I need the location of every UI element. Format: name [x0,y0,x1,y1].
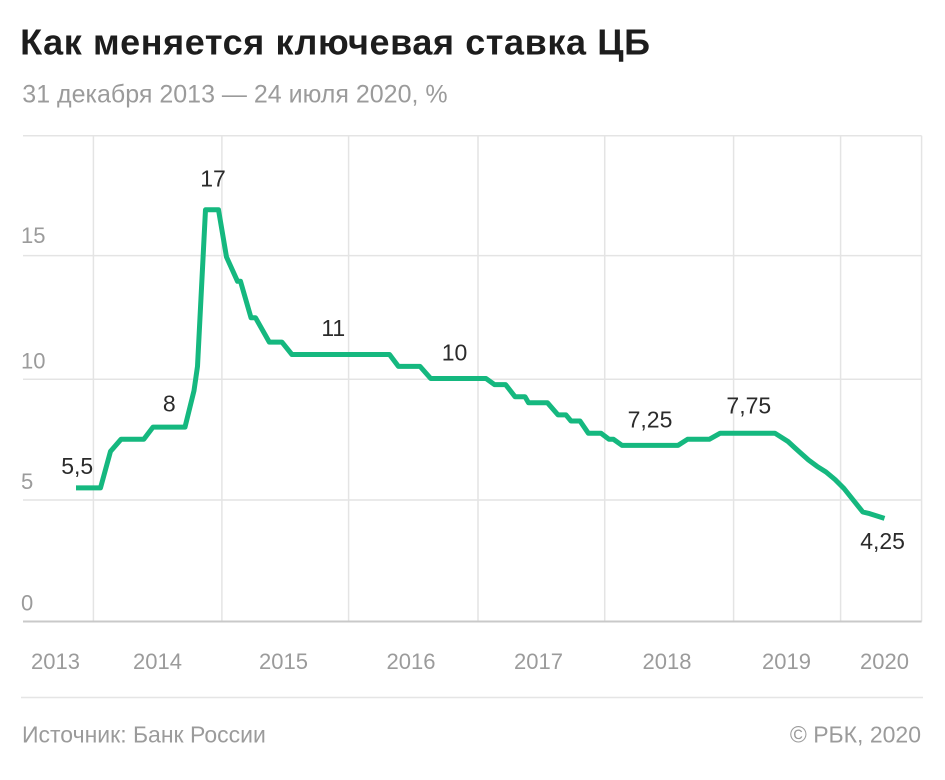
svg-text:2015: 2015 [259,649,308,674]
svg-text:2017: 2017 [514,649,563,674]
svg-text:5: 5 [21,469,33,494]
svg-text:2016: 2016 [387,649,436,674]
svg-text:7,75: 7,75 [726,393,771,419]
svg-text:© РБК, 2020: © РБК, 2020 [790,722,921,748]
svg-text:10: 10 [442,340,468,366]
svg-text:2013: 2013 [31,649,80,674]
svg-text:5,5: 5,5 [61,453,93,479]
svg-text:4,25: 4,25 [860,528,905,554]
svg-text:Источник: Банк России: Источник: Банк России [22,722,266,748]
svg-text:8: 8 [163,390,176,416]
svg-text:31 декабря 2013 — 24 июля 2020: 31 декабря 2013 — 24 июля 2020, % [22,80,447,108]
svg-text:17: 17 [200,166,226,192]
svg-text:2020: 2020 [860,649,909,674]
svg-text:15: 15 [21,223,45,248]
svg-text:10: 10 [21,348,45,373]
svg-text:2018: 2018 [643,649,692,674]
svg-text:0: 0 [21,591,33,616]
svg-text:Как меняется ключевая ставка Ц: Как меняется ключевая ставка ЦБ [20,21,651,62]
svg-text:7,25: 7,25 [628,406,673,432]
svg-text:11: 11 [321,315,345,341]
svg-text:2019: 2019 [762,649,811,674]
svg-text:2014: 2014 [133,649,182,674]
